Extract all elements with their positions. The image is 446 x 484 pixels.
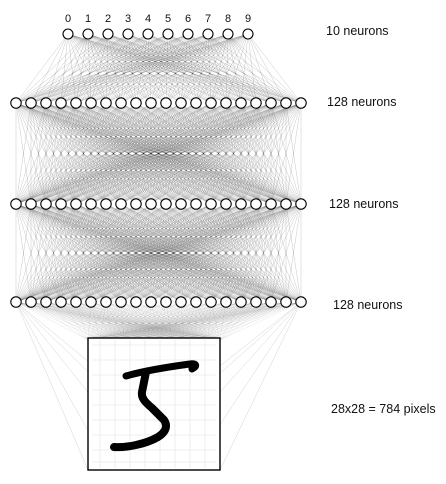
- output-neuron: [143, 29, 153, 39]
- hidden-neuron: [266, 98, 276, 108]
- hidden-neuron: [56, 199, 66, 209]
- hidden-neuron: [296, 297, 306, 307]
- hidden-neuron: [296, 199, 306, 209]
- digit-label: 4: [145, 13, 151, 25]
- hidden-neuron: [191, 98, 201, 108]
- hidden-neuron: [26, 98, 36, 108]
- hidden-neuron: [116, 98, 126, 108]
- digit-label: 2: [105, 13, 111, 25]
- output-neuron: [243, 29, 253, 39]
- hidden-layer-2-label: 128 neurons: [329, 197, 399, 211]
- hidden-neuron: [281, 98, 291, 108]
- hidden-neuron: [131, 98, 141, 108]
- hidden-neuron: [206, 98, 216, 108]
- hidden-neuron: [161, 297, 171, 307]
- input-layer-label: 28x28 = 784 pixels: [331, 402, 436, 416]
- output-neuron: [163, 29, 173, 39]
- hidden-neuron: [26, 297, 36, 307]
- hidden-neuron: [236, 199, 246, 209]
- hidden-neuron: [266, 199, 276, 209]
- hidden-neuron: [11, 98, 21, 108]
- hidden-neuron: [146, 199, 156, 209]
- hidden-neuron: [11, 199, 21, 209]
- output-layer-label: 10 neurons: [326, 24, 389, 38]
- hidden-neuron: [236, 98, 246, 108]
- hidden-neuron: [176, 98, 186, 108]
- hidden-neuron: [86, 98, 96, 108]
- digit-label: 5: [165, 13, 171, 25]
- hidden-neuron: [146, 98, 156, 108]
- digit-label: 0: [65, 13, 71, 25]
- digit-label: 9: [245, 13, 251, 25]
- hidden-neuron: [221, 98, 231, 108]
- hidden-neuron: [281, 199, 291, 209]
- hidden-neuron: [116, 297, 126, 307]
- digit-label: 7: [205, 13, 211, 25]
- hidden-neuron: [221, 199, 231, 209]
- hidden-neuron: [266, 297, 276, 307]
- hidden-neuron: [176, 297, 186, 307]
- digit-label: 6: [185, 13, 191, 25]
- output-neuron: [83, 29, 93, 39]
- input-digit-image: [88, 338, 220, 470]
- digit-label: 1: [85, 13, 91, 25]
- hidden-neuron: [41, 98, 51, 108]
- hidden-neuron: [86, 199, 96, 209]
- hidden-neuron: [251, 297, 261, 307]
- hidden-neuron: [296, 98, 306, 108]
- hidden-neuron: [161, 98, 171, 108]
- hidden-neuron: [56, 297, 66, 307]
- hidden-neuron: [101, 297, 111, 307]
- hidden-neuron: [41, 297, 51, 307]
- hidden-neuron: [131, 199, 141, 209]
- hidden-neuron: [116, 199, 126, 209]
- hidden-neuron: [101, 98, 111, 108]
- hidden-layer-3-label: 128 neurons: [327, 95, 397, 109]
- output-neuron: [123, 29, 133, 39]
- hidden-neuron: [71, 199, 81, 209]
- hidden-neuron: [101, 199, 111, 209]
- hidden-layer-1-label: 128 neurons: [333, 298, 403, 312]
- output-neuron: [203, 29, 213, 39]
- hidden-neuron: [176, 199, 186, 209]
- hidden-neuron: [11, 297, 21, 307]
- hidden-neuron: [251, 98, 261, 108]
- hidden-neuron: [71, 297, 81, 307]
- hidden-neuron: [206, 199, 216, 209]
- hidden-neuron: [71, 98, 81, 108]
- digit-label: 3: [125, 13, 131, 25]
- hidden-neuron: [191, 199, 201, 209]
- hidden-neuron: [86, 297, 96, 307]
- hidden-neuron: [236, 297, 246, 307]
- output-neuron: [223, 29, 233, 39]
- output-neuron: [63, 29, 73, 39]
- output-neuron: [183, 29, 193, 39]
- hidden-neuron: [281, 297, 291, 307]
- hidden-neuron: [26, 199, 36, 209]
- hidden-neuron: [146, 297, 156, 307]
- hidden-neuron: [161, 199, 171, 209]
- hidden-neuron: [191, 297, 201, 307]
- hidden-neuron: [221, 297, 231, 307]
- hidden-neuron: [206, 297, 216, 307]
- hidden-neuron: [56, 98, 66, 108]
- output-digit-labels: 0 1 2 3 4 5 6 7 8 9: [65, 13, 251, 25]
- digit-label: 8: [225, 13, 231, 25]
- output-neuron: [103, 29, 113, 39]
- hidden-neuron: [131, 297, 141, 307]
- hidden-neuron: [251, 199, 261, 209]
- layer-labels: 10 neurons 128 neurons 128 neurons 128 n…: [326, 24, 436, 416]
- hidden-neuron: [41, 199, 51, 209]
